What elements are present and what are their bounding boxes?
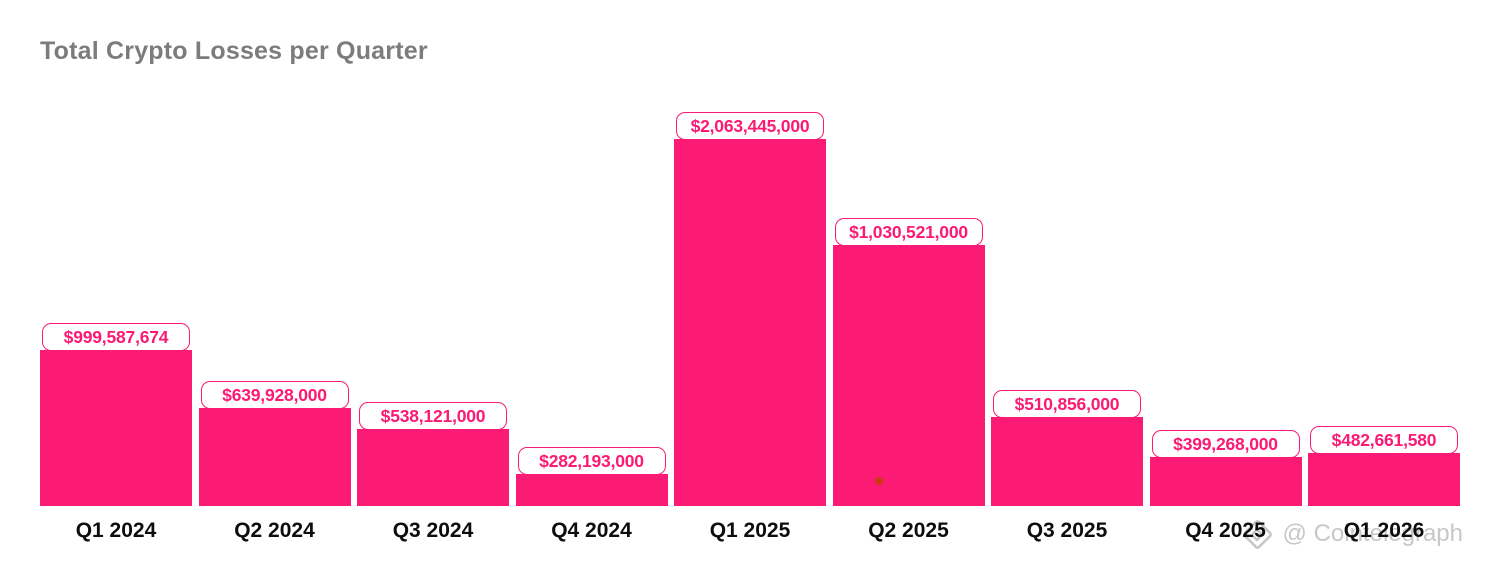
x-axis-label-q1-2026: Q1 2026 xyxy=(1343,519,1425,542)
bar-value-pill: $482,661,580 xyxy=(1310,426,1458,454)
bar-q2-2024: $639,928,000 xyxy=(198,381,351,506)
bar-fill xyxy=(991,417,1143,506)
bar-q2-2025: $1,030,521,000 xyxy=(832,218,985,506)
bar-value-pill: $538,121,000 xyxy=(359,402,507,430)
bar-q1-2025: $2,063,445,000 xyxy=(674,112,826,506)
bar-q3-2025: $510,856,000 xyxy=(991,390,1143,506)
x-axis-label-q3-2025: Q3 2025 xyxy=(1026,519,1108,542)
bar-fill xyxy=(1149,457,1302,506)
bar-value-pill: $399,268,000 xyxy=(1151,430,1300,458)
bar-fill xyxy=(198,408,351,506)
bar-fill xyxy=(40,350,192,506)
bar-fill xyxy=(357,429,509,506)
x-axis-label-q2-2025: Q2 2025 xyxy=(868,519,949,542)
bar-q1-2024: $999,587,674 xyxy=(40,323,192,506)
bar-fill xyxy=(832,245,985,506)
bar-fill xyxy=(674,139,826,506)
bar-value-pill: $282,193,000 xyxy=(517,447,666,475)
bar-value-pill: $510,856,000 xyxy=(993,390,1141,418)
bar-q1-2026: $482,661,580 xyxy=(1308,426,1460,506)
red-dot-artifact xyxy=(875,477,883,485)
x-axis-label-q2-2024: Q2 2024 xyxy=(234,519,315,542)
bar-fill xyxy=(1308,453,1460,506)
watermark-text: @ Cointelegraph xyxy=(1282,520,1463,547)
x-axis-label-q4-2024: Q4 2024 xyxy=(551,519,632,542)
cointelegraph-logo-icon xyxy=(1238,515,1276,553)
bar-q3-2024: $538,121,000 xyxy=(357,402,509,506)
x-axis-label-q4-2025: Q4 2025 xyxy=(1185,519,1266,542)
x-axis-label-q1-2024: Q1 2024 xyxy=(75,519,157,542)
watermark: @ Cointelegraph xyxy=(1238,513,1463,555)
bar-value-pill: $2,063,445,000 xyxy=(676,112,824,140)
bar-fill xyxy=(515,474,668,506)
x-axis-label-q3-2024: Q3 2024 xyxy=(392,519,474,542)
bar-value-pill: $999,587,674 xyxy=(42,323,190,351)
page-title: Total Crypto Losses per Quarter xyxy=(40,37,428,65)
bar-q4-2025: $399,268,000 xyxy=(1149,430,1302,506)
bar-value-pill: $1,030,521,000 xyxy=(834,218,983,246)
bar-q4-2024: $282,193,000 xyxy=(515,447,668,506)
bar-value-pill: $639,928,000 xyxy=(200,381,349,409)
x-axis-label-q1-2025: Q1 2025 xyxy=(709,519,791,542)
